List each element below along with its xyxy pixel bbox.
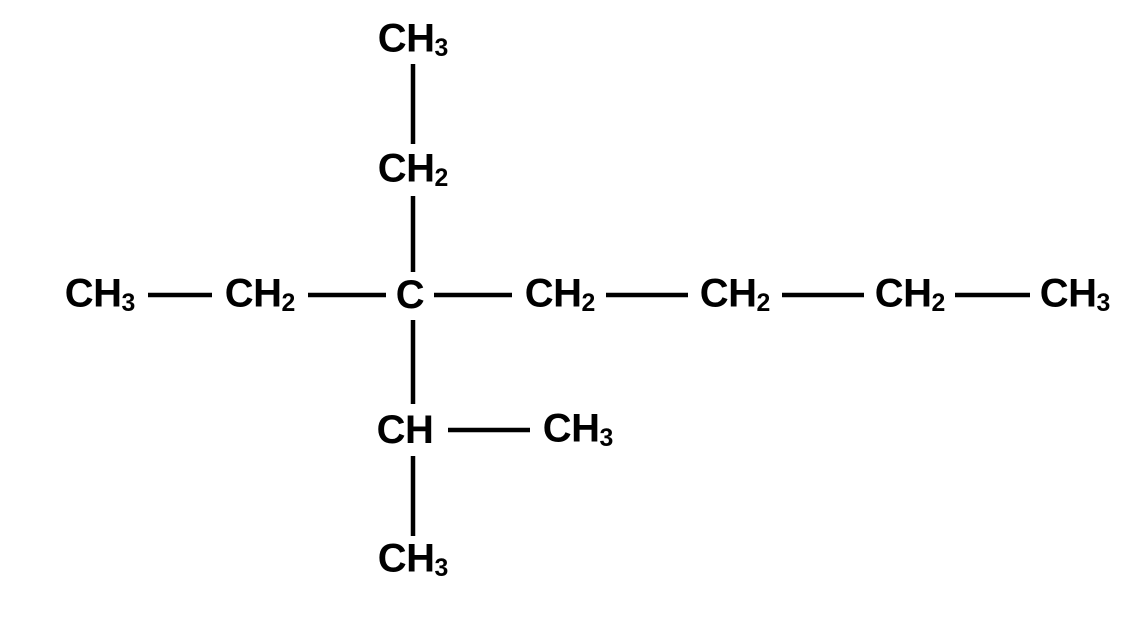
atom-h6: CH2 bbox=[875, 273, 946, 316]
atom-h5: CH2 bbox=[700, 273, 771, 316]
atom-b2: CH3 bbox=[378, 538, 449, 581]
chemical-structure-diagram: CH3 CH2 C CH2 CH2 CH2 CH3 CH3 CH2 CH CH3… bbox=[0, 0, 1148, 618]
atom-t1: CH3 bbox=[378, 18, 449, 61]
atom-b1: CH bbox=[377, 410, 434, 450]
atom-h1: CH3 bbox=[65, 273, 136, 316]
atom-h2: CH2 bbox=[225, 273, 296, 316]
atom-b1m: CH3 bbox=[543, 408, 614, 451]
atom-center: C bbox=[396, 275, 424, 315]
atom-h7: CH3 bbox=[1040, 273, 1111, 316]
atom-t2: CH2 bbox=[378, 148, 449, 191]
atom-h4: CH2 bbox=[525, 273, 596, 316]
